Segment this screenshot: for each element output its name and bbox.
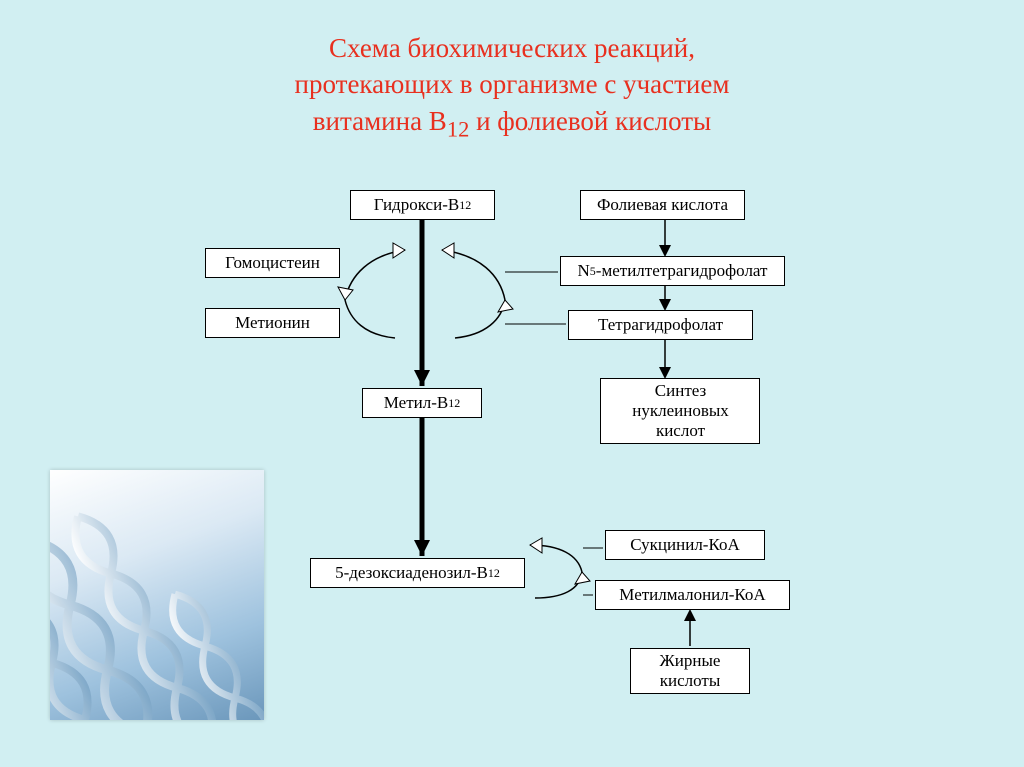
node-synth2: нуклеиновых [608,400,753,422]
title-line3-sub: 12 [447,116,470,141]
node-n5: N5-метилтетрагидрофолат [560,256,785,286]
dna-image [50,470,264,720]
node-methylmal: Метилмалонил-КоА [595,580,790,610]
node-methylb12: Метил-В12 [362,388,482,418]
node-fatty2: кислоты [635,670,745,692]
title-line3-pre: витамина В [313,106,447,136]
node-methionine: Метионин [205,308,340,338]
node-tetra: Тетрагидрофолат [568,310,753,340]
title-line1: Схема биохимических реакций, [329,33,695,63]
node-hydroxy: Гидрокси-В12 [350,190,495,220]
title-line2: протекающих в организме с участием [295,69,730,99]
diagram-title: Схема биохимических реакций, протекающих… [162,0,862,145]
node-synth1: Синтез [608,380,753,402]
title-line3-post: и фолиевой кислоты [469,106,711,136]
node-deoxy: 5-дезоксиаденозил-В12 [310,558,525,588]
node-synth3: кислот [608,420,753,442]
node-folic: Фолиевая кислота [580,190,745,220]
node-homocys: Гомоцистеин [205,248,340,278]
node-fatty: Жирные [635,650,745,672]
node-succinyl: Сукцинил-КоА [605,530,765,560]
